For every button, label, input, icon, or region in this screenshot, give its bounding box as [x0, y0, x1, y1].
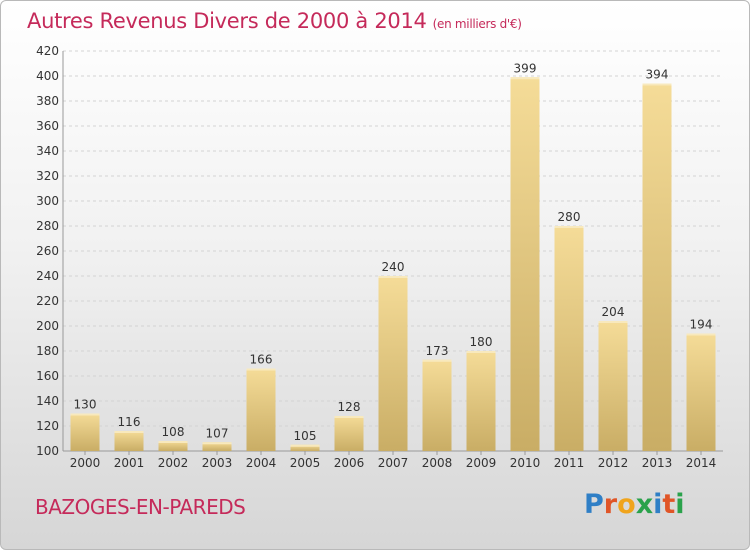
bar-top-2002 [158, 441, 188, 443]
bar-2003 [202, 442, 232, 451]
data-label-2009: 180 [470, 335, 493, 349]
bar-top-2014 [686, 333, 716, 336]
bar-top-2005 [290, 444, 320, 447]
bar-2010 [510, 77, 540, 451]
bar-2006 [334, 416, 364, 451]
data-label-2002: 108 [162, 425, 185, 439]
y-tick-label: 120 [36, 419, 59, 433]
bar-2012 [598, 321, 628, 451]
x-tick-label-2011: 2011 [554, 456, 585, 470]
bar-top-2011 [554, 226, 584, 228]
data-label-2000: 130 [74, 398, 97, 412]
x-tick-label-2000: 2000 [70, 456, 101, 470]
data-label-2005: 105 [294, 429, 317, 443]
data-label-2001: 116 [118, 415, 141, 429]
bar-2001 [114, 431, 144, 451]
x-tick-label-2005: 2005 [290, 456, 321, 470]
x-tick-label-2008: 2008 [422, 456, 453, 470]
y-tick-label: 380 [36, 94, 59, 108]
bar-top-2003 [202, 442, 232, 445]
chart-title: Autres Revenus Divers de 2000 à 2014 (en … [27, 9, 522, 33]
bar-top-2004 [246, 368, 276, 371]
bar-2005 [290, 444, 320, 451]
bar-2009 [466, 351, 496, 451]
y-tick-label: 200 [36, 319, 59, 333]
bar-2000 [70, 413, 100, 451]
y-tick-label: 180 [36, 344, 59, 358]
y-tick-label: 360 [36, 119, 59, 133]
chart-title-text: Autres Revenus Divers de 2000 à 2014 [27, 9, 427, 33]
bar-top-2010 [510, 77, 540, 80]
x-tick-label-2003: 2003 [202, 456, 233, 470]
x-tick-label-2009: 2009 [466, 456, 497, 470]
data-label-2003: 107 [206, 426, 229, 440]
bar-top-2008 [422, 359, 452, 362]
bar-top-2007 [378, 276, 408, 278]
bar-2002 [158, 441, 188, 451]
data-label-2014: 194 [690, 318, 713, 332]
x-tick-label-2010: 2010 [510, 456, 541, 470]
y-tick-label: 320 [36, 169, 59, 183]
bar-2008 [422, 359, 452, 451]
bar-top-2009 [466, 351, 496, 353]
data-label-2011: 280 [558, 210, 581, 224]
y-tick-label: 140 [36, 394, 59, 408]
y-tick-label: 400 [36, 69, 59, 83]
bar-2013 [642, 83, 672, 451]
data-label-2012: 204 [602, 305, 625, 319]
bar-top-2012 [598, 321, 628, 323]
bar-top-2000 [70, 413, 100, 416]
x-tick-label-2002: 2002 [158, 456, 189, 470]
data-label-2013: 394 [646, 68, 669, 82]
data-label-2008: 173 [426, 344, 449, 358]
y-tick-label: 260 [36, 244, 59, 258]
bar-2007 [378, 276, 408, 451]
chart-unit: (en milliers d'€) [432, 17, 522, 31]
y-tick-label: 160 [36, 369, 59, 383]
x-tick-label-2004: 2004 [246, 456, 277, 470]
bar-2011 [554, 226, 584, 451]
bar-top-2001 [114, 431, 144, 433]
proxiti-logo: Proxiti [584, 489, 685, 520]
x-tick-label-2012: 2012 [598, 456, 629, 470]
y-tick-label: 420 [36, 44, 59, 58]
y-tick-label: 340 [36, 144, 59, 158]
y-tick-label: 100 [36, 444, 59, 458]
bar-2004 [246, 368, 276, 451]
bar-2014 [686, 333, 716, 451]
data-label-2010: 399 [514, 61, 537, 75]
place-name: BAZOGES-EN-PAREDS [35, 495, 246, 519]
data-label-2007: 240 [382, 260, 405, 274]
x-tick-label-2014: 2014 [686, 456, 717, 470]
bar-top-2006 [334, 416, 364, 418]
y-tick-label: 280 [36, 219, 59, 233]
y-tick-label: 300 [36, 194, 59, 208]
y-tick-label: 240 [36, 269, 59, 283]
bar-top-2013 [642, 83, 672, 86]
x-tick-label-2006: 2006 [334, 456, 365, 470]
x-tick-label-2007: 2007 [378, 456, 409, 470]
x-tick-label-2013: 2013 [642, 456, 673, 470]
y-tick-label: 220 [36, 294, 59, 308]
data-label-2004: 166 [250, 353, 273, 367]
x-tick-label-2001: 2001 [114, 456, 145, 470]
data-label-2006: 128 [338, 400, 361, 414]
